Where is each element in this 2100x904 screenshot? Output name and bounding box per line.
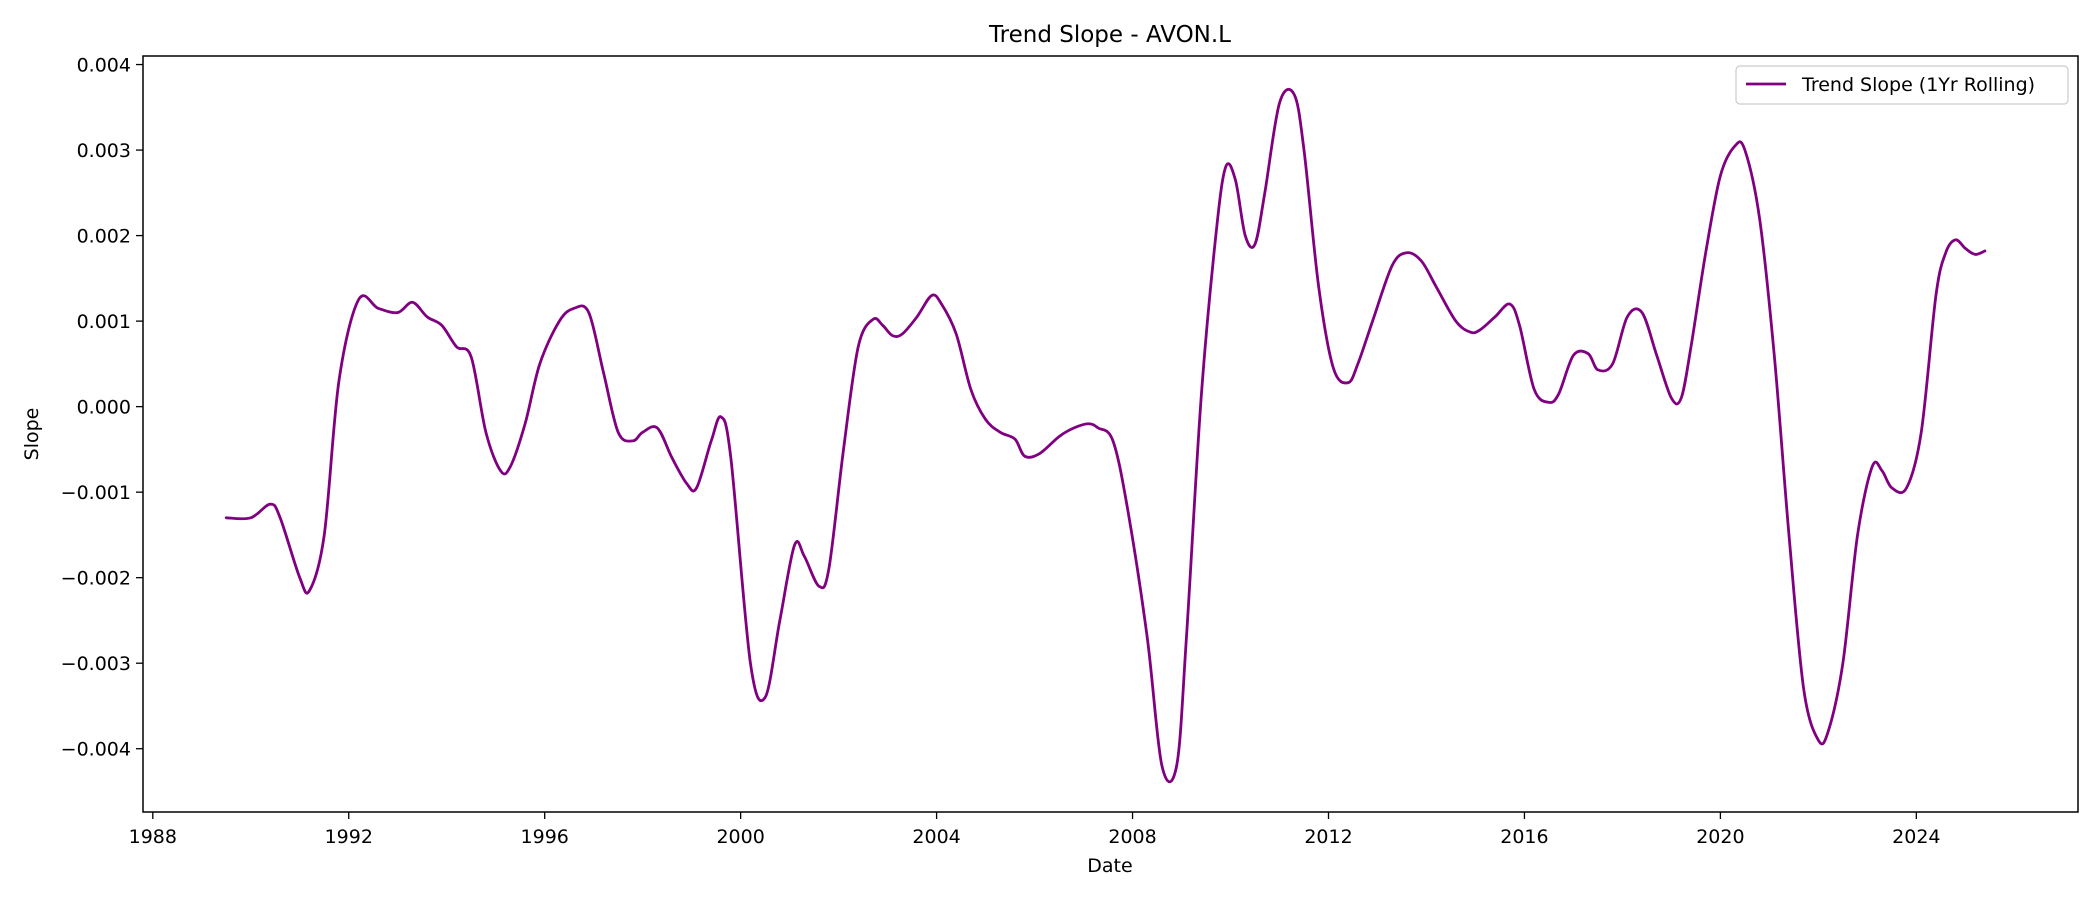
x-axis-ticks: 1988 1992 1996 2000 2004 2008 2012 2016 2020 2024 — [129, 812, 1941, 848]
legend: Trend Slope (1Yr Rolling) — [1735, 65, 2069, 105]
x-tick-label: 1996 — [521, 826, 569, 848]
x-tick-label: 1988 — [129, 826, 177, 848]
legend-entry-label: Trend Slope (1Yr Rolling) — [1801, 74, 2035, 96]
x-tick-label: 2008 — [1108, 826, 1156, 848]
chart-title: Trend Slope - AVON.L — [988, 22, 1231, 48]
y-tick-label: −0.002 — [61, 568, 131, 590]
x-tick-label: 2012 — [1304, 826, 1352, 848]
y-tick-label: −0.003 — [61, 653, 131, 675]
plot-frame — [142, 55, 2079, 813]
y-tick-label: 0.004 — [77, 55, 131, 77]
x-tick-label: 2000 — [716, 826, 764, 848]
x-tick-label: 2024 — [1892, 826, 1940, 848]
y-tick-label: 0.002 — [77, 226, 131, 248]
y-axis-ticks: −0.004 −0.003 −0.002 −0.001 0.000 0.001 0.002 0… — [61, 55, 143, 761]
y-axis-label: Slope — [21, 408, 43, 461]
series-line-trend-slope — [224, 88, 1987, 784]
x-tick-label: 2016 — [1500, 826, 1548, 848]
y-tick-label: −0.001 — [61, 482, 131, 504]
x-tick-label: 2004 — [912, 826, 960, 848]
y-tick-label: 0.003 — [77, 140, 131, 162]
y-tick-label: −0.004 — [61, 739, 131, 761]
x-tick-label: 1992 — [325, 826, 373, 848]
x-axis-label: Date — [1087, 855, 1132, 877]
y-tick-label: 0.001 — [77, 311, 131, 333]
data-layer — [224, 88, 1987, 784]
legend-box — [1735, 65, 2069, 105]
y-tick-label: 0.000 — [77, 397, 131, 419]
x-tick-label: 2020 — [1696, 826, 1744, 848]
